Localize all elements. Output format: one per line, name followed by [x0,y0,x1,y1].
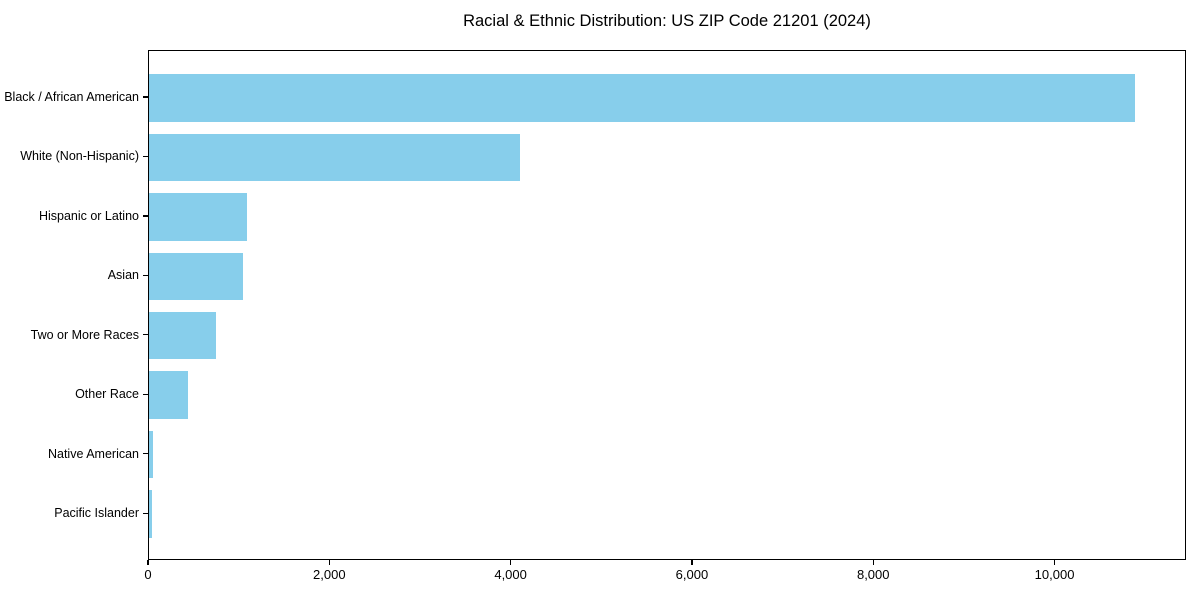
y-axis-label: Black / African American [4,89,139,104]
y-axis-label: Other Race [75,387,139,402]
plot-area [148,50,1186,560]
x-axis-tick-label: 4,000 [494,567,527,582]
y-axis-tick [143,334,148,336]
y-axis-tick [143,155,148,158]
y-axis-label: Asian [107,268,139,283]
bar-other-race [149,371,188,419]
bar-native-american [149,430,153,479]
y-axis-label: Native American [47,446,139,461]
y-axis-tick [143,453,148,455]
x-axis-tick [691,560,693,565]
x-axis-tick-label: 0 [144,567,152,582]
y-axis-tick [143,215,148,217]
x-axis-tick [328,560,330,565]
y-axis-tick [143,512,148,514]
y-axis-label: Pacific Islander [54,506,139,521]
x-axis-tick-label: 2,000 [313,567,346,582]
x-axis-tick-label: 10,000 [1034,567,1075,582]
x-axis-tick [1053,560,1056,565]
chart-title: Racial & Ethnic Distribution: US ZIP Cod… [463,12,871,30]
x-axis-tick-label: 6,000 [675,567,709,582]
bar-two-or-more-races [149,311,216,360]
y-axis-tick [143,96,148,98]
bar-asian [149,252,244,301]
y-axis-label: White (Non-Hispanic) [20,149,139,164]
y-axis-label: Two or More Races [30,327,139,342]
y-axis-tick [143,274,148,276]
y-axis-tick [143,393,148,395]
bar-white-non-hispanic [149,133,520,182]
bar-black-african-american [149,74,1136,122]
x-axis-tick [510,560,512,565]
bar-pacific-islander [149,490,152,538]
x-axis-tick [147,560,149,565]
bar-hispanic-or-latino [149,193,247,241]
y-axis-label: Hispanic or Latino [38,208,139,223]
x-axis-tick-label: 8,000 [856,567,890,582]
x-axis-tick [872,560,874,565]
